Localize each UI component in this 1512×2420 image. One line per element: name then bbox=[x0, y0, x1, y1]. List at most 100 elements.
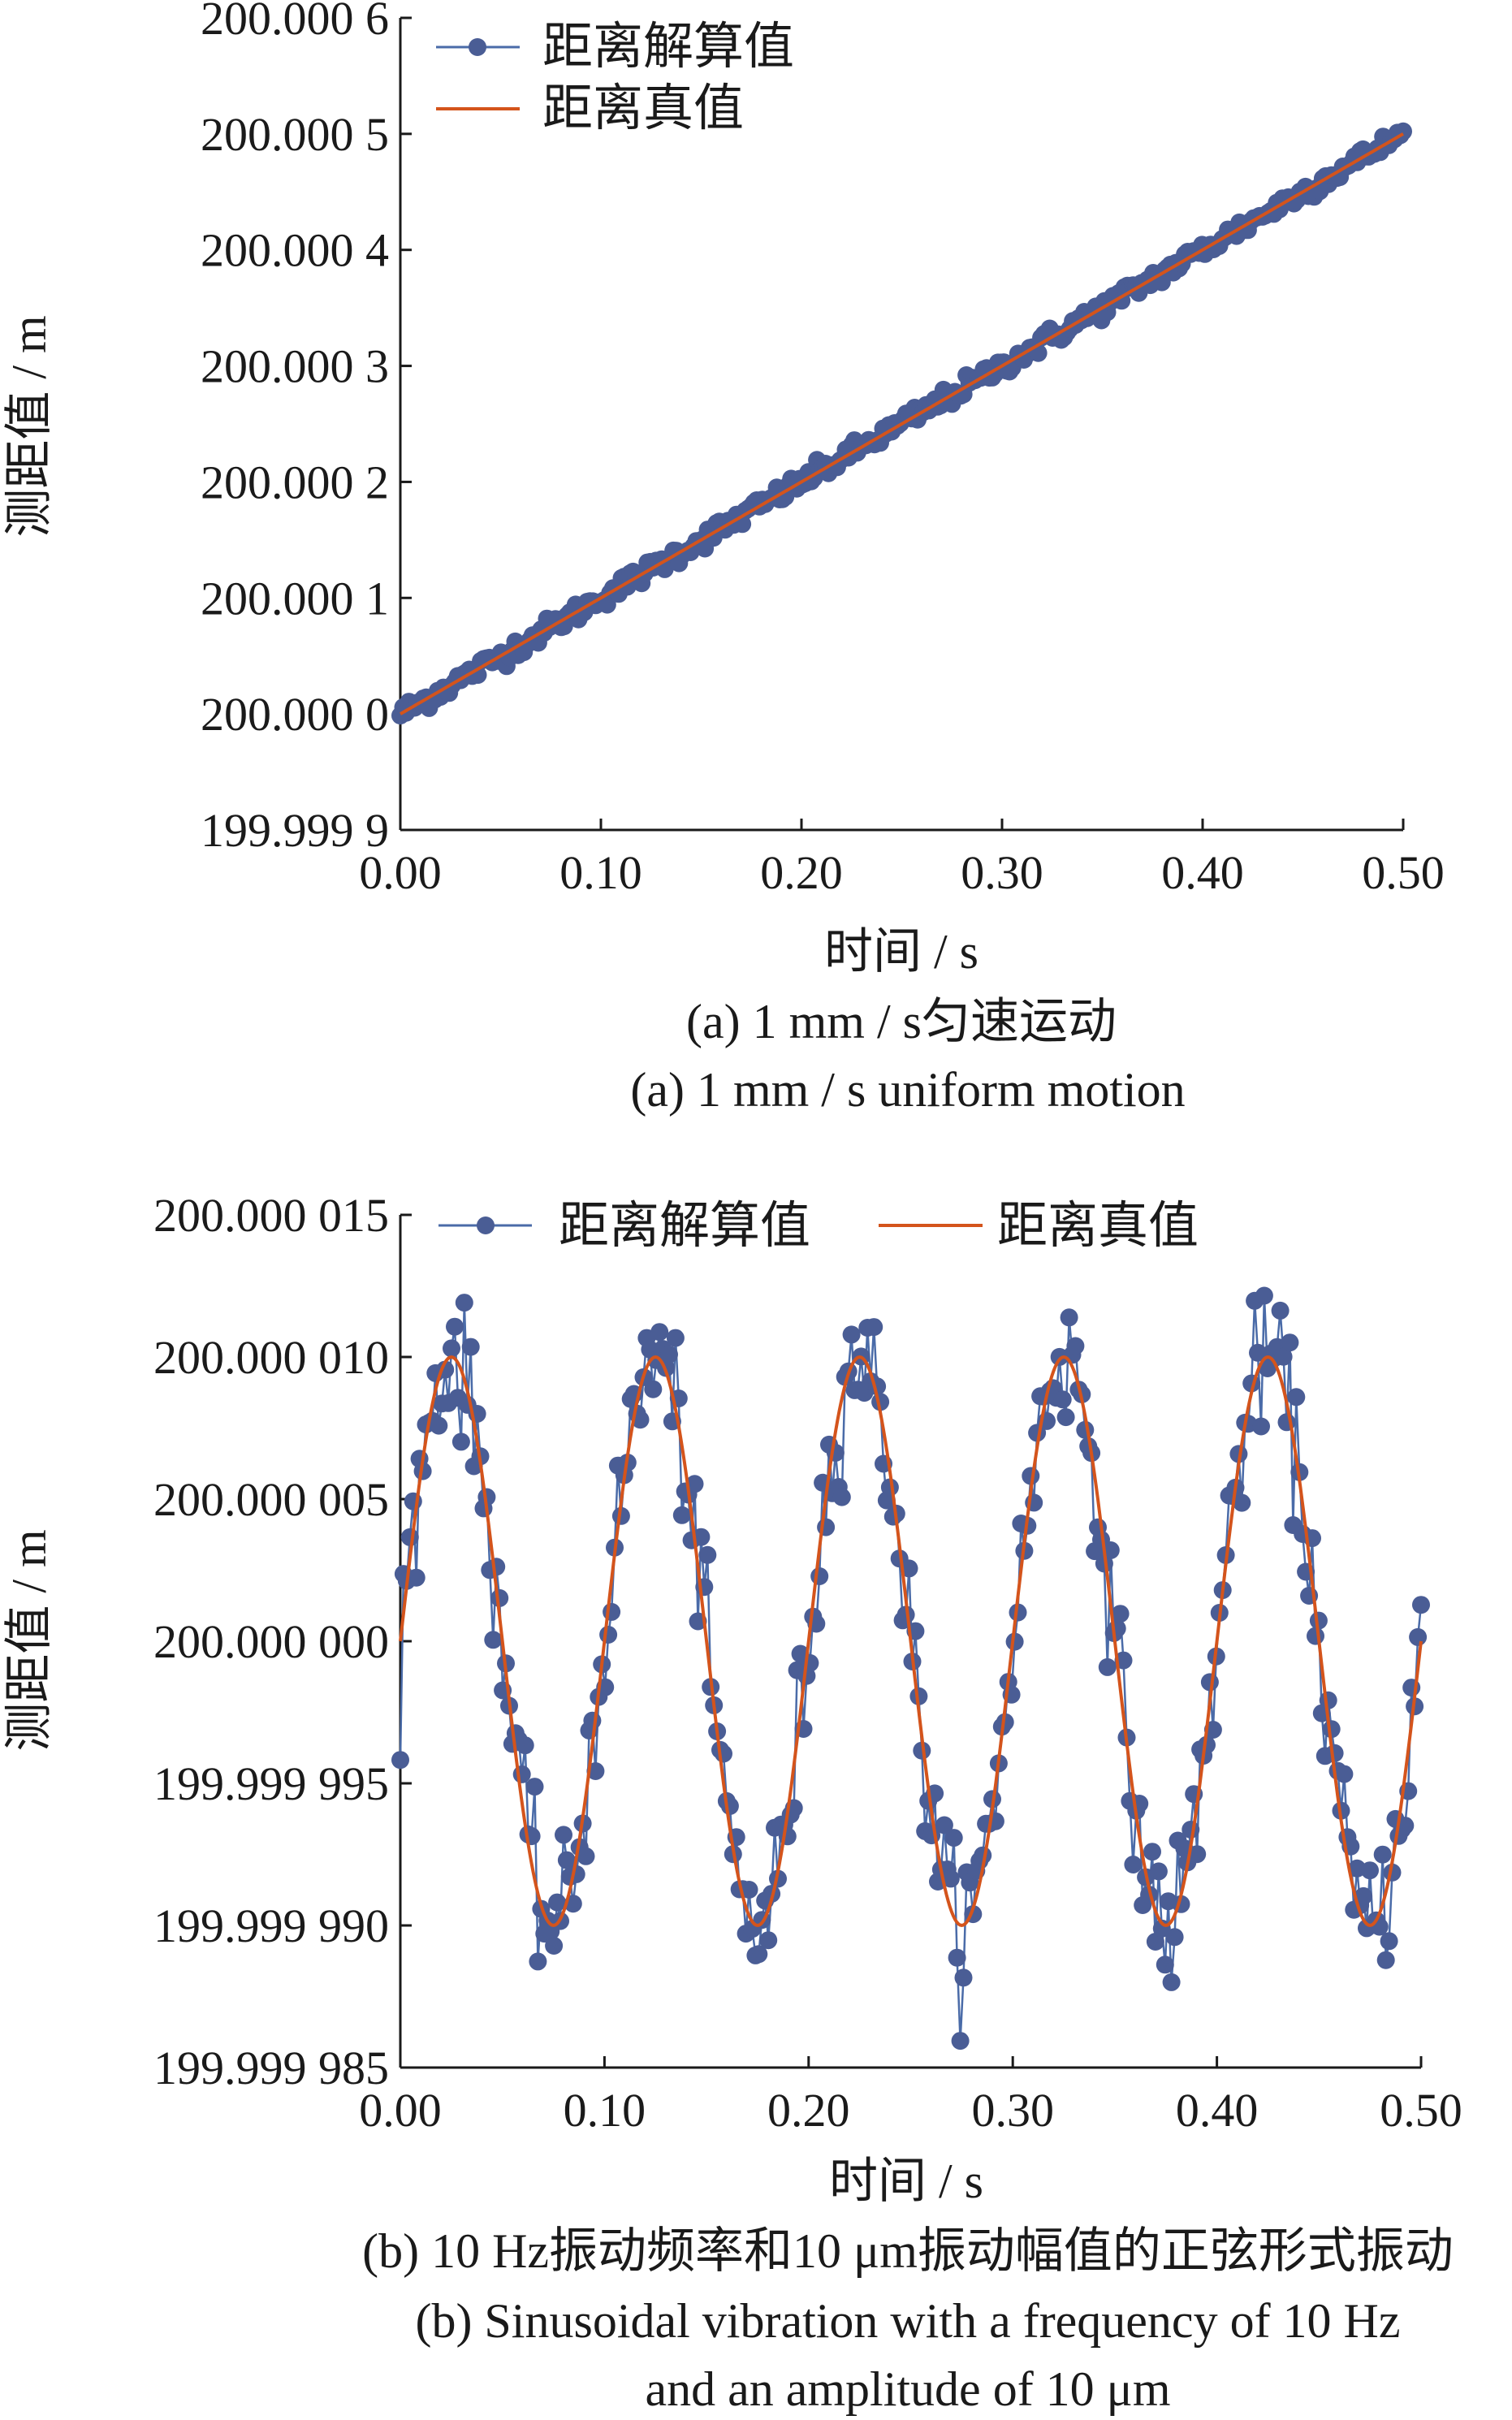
series-solved-point bbox=[446, 1317, 464, 1336]
y-tick-label: 200.000 5 bbox=[201, 108, 389, 161]
y-tick-label: 200.000 000 bbox=[153, 1615, 389, 1668]
series-solved-point bbox=[1108, 1619, 1126, 1638]
series-solved-point bbox=[720, 1797, 739, 1815]
series-solved-point bbox=[1396, 1817, 1415, 1835]
series-solved-point bbox=[666, 1329, 685, 1347]
y-tick-label: 200.000 4 bbox=[201, 224, 389, 277]
series-solved-point bbox=[1233, 1493, 1251, 1512]
legend-truth-label: 距离真值 bbox=[542, 81, 744, 136]
chart-b-caption-en-2: and an amplitude of 10 μm bbox=[645, 2362, 1170, 2416]
series-solved-point bbox=[1009, 1603, 1027, 1622]
x-tick-label: 0.50 bbox=[1380, 2084, 1462, 2137]
series-solved-point bbox=[1053, 1390, 1072, 1409]
series-solved-point bbox=[1056, 1408, 1075, 1427]
series-solved-point bbox=[1354, 1886, 1373, 1905]
series-solved-point bbox=[1022, 1467, 1040, 1485]
y-tick-label: 199.999 990 bbox=[153, 1899, 389, 1952]
x-tick-label: 0.20 bbox=[760, 846, 843, 899]
series-solved-point bbox=[555, 1826, 572, 1844]
chart-a-series bbox=[391, 122, 1412, 725]
series-solved-point bbox=[577, 1847, 595, 1865]
x-tick-label: 0.50 bbox=[1362, 846, 1445, 899]
series-solved-point bbox=[400, 1528, 419, 1546]
series-solved-point bbox=[1380, 1932, 1398, 1951]
series-solved-point bbox=[1274, 1347, 1293, 1366]
series-solved-point bbox=[1066, 1337, 1085, 1355]
series-solved-point bbox=[759, 1931, 778, 1950]
series-solved-point bbox=[913, 1741, 931, 1760]
series-solved-point bbox=[900, 1559, 918, 1578]
series-solved-point bbox=[1325, 1744, 1344, 1762]
series-solved-point bbox=[672, 1506, 691, 1524]
series-solved-point bbox=[567, 1865, 585, 1883]
y-tick-label: 200.000 1 bbox=[201, 572, 389, 624]
series-solved-point bbox=[1060, 1308, 1078, 1327]
series-solved-point bbox=[487, 1558, 506, 1576]
series-solved-point bbox=[715, 1744, 732, 1763]
x-tick-label: 0.40 bbox=[1176, 2084, 1259, 2137]
chart-a-x-ticks: 0.00 0.10 0.20 0.30 0.40 0.50 bbox=[359, 819, 1445, 899]
series-solved-point bbox=[461, 1337, 480, 1356]
chart-b-x-ticks: 0.00 0.10 0.20 0.30 0.40 0.50 bbox=[359, 2056, 1462, 2137]
series-solved-point bbox=[1124, 1856, 1143, 1873]
chart-b-series bbox=[391, 1286, 1430, 2051]
series-solved-point bbox=[1376, 1951, 1395, 1969]
series-solved-point bbox=[944, 1829, 963, 1847]
chart-b-legend: 距离解算值 距离真值 bbox=[438, 1199, 1199, 1254]
chart-b-caption-en-1: (b) Sinusoidal vibration with a frequenc… bbox=[415, 2294, 1400, 2348]
series-solved-point bbox=[1281, 1333, 1299, 1352]
series-solved-point bbox=[451, 1433, 470, 1451]
series-solved-point bbox=[1255, 1286, 1273, 1305]
series-solved-point bbox=[1162, 1973, 1181, 1991]
series-solved-point bbox=[1200, 1673, 1219, 1692]
y-tick-label: 199.999 985 bbox=[153, 2042, 389, 2094]
series-solved-point bbox=[430, 1416, 448, 1435]
series-solved-point bbox=[557, 1851, 576, 1869]
legend-truth-label: 距离真值 bbox=[997, 1199, 1199, 1254]
series-solved-point bbox=[545, 1937, 564, 1955]
series-solved-point bbox=[685, 1475, 704, 1493]
y-tick-label: 200.000 6 bbox=[201, 0, 389, 45]
series-solved-point bbox=[443, 1339, 460, 1358]
series-solved-point bbox=[750, 1945, 768, 1964]
series-solved-point bbox=[941, 1869, 960, 1888]
chart-b-y-axis-title: 测距值 / m bbox=[2, 1529, 56, 1751]
series-solved-point bbox=[996, 1713, 1014, 1731]
series-solved-point bbox=[1249, 1343, 1267, 1362]
x-tick-label: 0.20 bbox=[767, 2084, 850, 2137]
series-solved-point bbox=[1198, 1735, 1216, 1754]
chart-b-x-axis-title: 时间 / s bbox=[829, 2154, 983, 2208]
chart-a-caption-cn: (a) 1 mm / s匀速运动 bbox=[686, 995, 1117, 1048]
x-tick-label: 0.00 bbox=[359, 2084, 442, 2137]
series-solved-point bbox=[1322, 1720, 1341, 1739]
x-tick-label: 0.40 bbox=[1161, 846, 1244, 899]
series-solved-point bbox=[951, 2032, 970, 2051]
series-solved-point bbox=[512, 1765, 531, 1783]
series-solved-point bbox=[1143, 1843, 1161, 1861]
series-solved-point bbox=[1409, 1627, 1428, 1646]
chart-b-caption-cn: (b) 10 Hz振动频率和10 μm振动幅值的正弦形式振动 bbox=[362, 2224, 1454, 2278]
series-solved-point bbox=[948, 1948, 966, 1967]
series-solved-point bbox=[1182, 1821, 1200, 1839]
series-solved-point bbox=[1271, 1301, 1290, 1320]
series-solved-point bbox=[1361, 1861, 1379, 1880]
series-solved-point bbox=[826, 1444, 845, 1462]
series-solved-point bbox=[1188, 1845, 1207, 1864]
series-solved-point bbox=[660, 1345, 678, 1363]
y-tick-label: 200.000 0 bbox=[201, 688, 389, 741]
series-truth-line bbox=[400, 132, 1404, 715]
series-truth-line bbox=[399, 1355, 1423, 1928]
series-solved-point bbox=[525, 1778, 544, 1796]
chart-a: 199.999 9 200.000 0 200.000 1 200.000 2 200.… bbox=[2, 0, 1445, 1117]
chart-b-y-ticks: 199.999 985 199.999 990 199.999 995 200.000… bbox=[153, 1189, 412, 2094]
y-tick-label: 199.999 995 bbox=[153, 1757, 389, 1810]
series-solved-point bbox=[865, 1318, 883, 1337]
y-tick-label: 200.000 015 bbox=[153, 1189, 389, 1242]
series-solved-point bbox=[896, 1605, 915, 1624]
series-solved-point bbox=[650, 1323, 669, 1342]
chart-a-caption-en: (a) 1 mm / s uniform motion bbox=[630, 1063, 1185, 1117]
series-solved-point bbox=[1111, 1605, 1130, 1623]
x-tick-label: 0.30 bbox=[971, 2084, 1054, 2137]
series-solved-point bbox=[740, 1881, 758, 1899]
series-solved-point bbox=[490, 1588, 509, 1607]
